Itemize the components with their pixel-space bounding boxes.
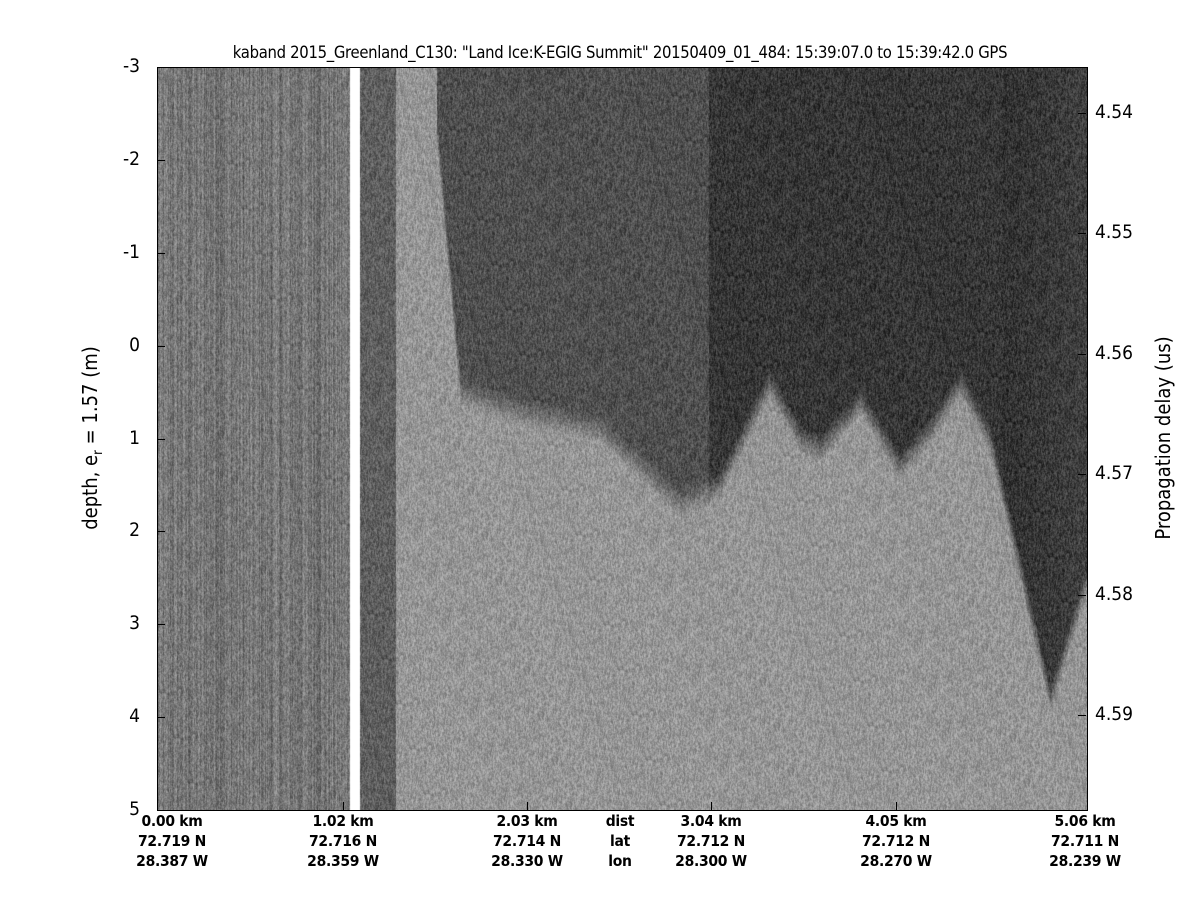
y-tick-mark: [157, 252, 165, 254]
y-tick-label: -3: [122, 55, 140, 77]
y2-tick-mark: [1078, 113, 1086, 114]
y-tick-mark: [157, 345, 165, 347]
y-tick-mark: [157, 159, 165, 161]
chart-title: kaband 2015_Greenland_C130: "Land Ice:K-…: [232, 43, 1008, 62]
x-row-label-lat: lat: [610, 832, 630, 850]
y-tick-label: 4: [129, 705, 140, 728]
y-tick-label: -2: [122, 147, 140, 170]
x-lat-tick-label: 72.716 N: [309, 832, 377, 850]
y-tick-label: 3: [129, 612, 140, 635]
x-lat-tick-label: 72.712 N: [677, 832, 745, 850]
x-lon-tick-label: 28.300 W: [675, 852, 747, 870]
x-dist-tick-label: 2.03 km: [496, 812, 558, 830]
y2-tick-mark: [1078, 233, 1086, 235]
x-lat-tick-label: 72.712 N: [862, 832, 930, 850]
y-tick-mark: [157, 717, 165, 719]
y-tick-mark: [157, 810, 165, 811]
x-dist-tick-label: 5.06 km: [1054, 812, 1116, 830]
x-lat-tick-label: 72.714 N: [493, 832, 561, 850]
y-tick-label: 5: [129, 798, 140, 820]
x-lon-tick-label: 28.330 W: [491, 852, 563, 870]
y-tick-mark: [157, 624, 165, 626]
x-row-label-lon: lon: [608, 852, 632, 870]
x-tick-mark: [343, 802, 344, 810]
y2-tick-label: 4.58: [1095, 582, 1134, 605]
x-dist-tick-label: 3.04 km: [680, 812, 742, 830]
y-label-rest: = 1.57 (m): [78, 346, 102, 451]
x-tick-mark: [896, 802, 897, 810]
y-tick-mark: [157, 531, 165, 533]
x-lat-tick-label: 72.719 N: [138, 832, 206, 850]
y2-tick-label: 4.55: [1095, 221, 1134, 244]
x-row-label-dist: dist: [605, 812, 635, 830]
y-tick-mark: [157, 67, 165, 68]
x-lon-tick-label: 28.270 W: [860, 852, 932, 870]
y-tick-label: 0: [129, 333, 140, 356]
x-tick-mark: [527, 802, 528, 810]
y2-tick-mark: [1078, 594, 1086, 596]
y-tick-mark: [157, 438, 165, 440]
y-tick-label: -1: [122, 240, 140, 263]
x-tick-mark: [711, 802, 712, 810]
x-lat-tick-label: 72.711 N: [1051, 832, 1119, 850]
y-label-main: depth, e: [78, 454, 102, 530]
y2-tick-mark: [1078, 715, 1086, 716]
y2-tick-label: 4.57: [1095, 462, 1134, 485]
y2-tick-mark: [1078, 353, 1086, 355]
y-tick-label: 1: [129, 426, 140, 449]
x-lon-tick-label: 28.359 W: [307, 852, 379, 870]
y-tick-label: 2: [129, 519, 140, 542]
x-lon-tick-label: 28.239 W: [1049, 852, 1121, 870]
y2-tick-mark: [1078, 474, 1086, 476]
y2-tick-label: 4.59: [1095, 703, 1134, 725]
y2-axis-label: Propagation delay (us): [1151, 336, 1175, 540]
echogram-image: [157, 67, 1087, 810]
y2-tick-label: 4.54: [1095, 101, 1134, 123]
y-label-sub: r: [91, 450, 106, 455]
x-dist-tick-label: 4.05 km: [865, 812, 927, 830]
y2-tick-label: 4.56: [1095, 341, 1134, 364]
x-dist-tick-label: 0.00 km: [141, 812, 203, 830]
x-lon-tick-label: 28.387 W: [136, 852, 208, 870]
x-dist-tick-label: 1.02 km: [312, 812, 374, 830]
